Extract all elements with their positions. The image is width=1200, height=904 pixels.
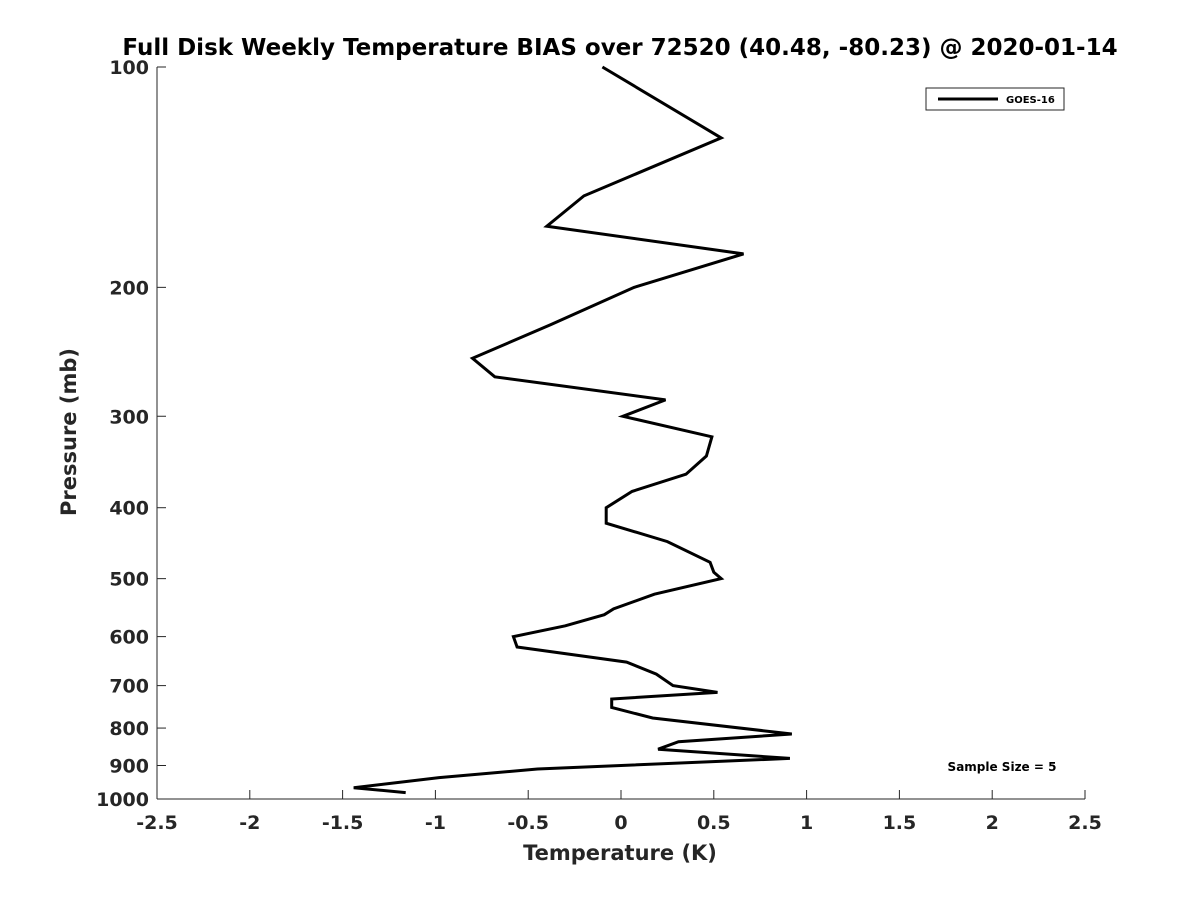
y-tick-label: 200 [109,277,149,299]
x-tick-label: -2 [239,812,260,834]
series-line-goes-16 [353,65,792,795]
legend-label: GOES-16 [1006,95,1055,106]
y-tick-label: 900 [109,756,149,778]
plot-area [156,67,1085,800]
y-tick-label: 300 [109,406,149,428]
y-tick-label: 500 [109,569,149,591]
legend: GOES-16 [925,87,1065,111]
sample-size-annotation: Sample Size = 5 [948,760,1057,774]
y-tick-label: 600 [109,627,149,649]
y-axis-label: Pressure (mb) [57,348,81,516]
x-tick-label: 2 [986,812,999,834]
x-tick-label: 0.5 [697,812,731,834]
x-tick-label: -1 [425,812,446,834]
y-tick-label: 1000 [96,789,149,811]
y-tick-label: 400 [109,498,149,520]
y-tick-label: 700 [109,676,149,698]
y-axis-ticks: 100 200 300 400 500 600 700 800 900 1000 [96,57,166,811]
x-tick-label: -2.5 [136,812,178,834]
x-tick-label: 0 [614,812,627,834]
chart-title: Full Disk Weekly Temperature BIAS over 7… [122,35,1117,61]
x-tick-label: 1.5 [883,812,917,834]
x-axis-ticks: -2.5 -2 -1.5 -1 -0.5 0 0.5 1 1.5 2 2.5 [136,790,1102,834]
y-tick-label: 100 [109,57,149,79]
x-tick-label: 2.5 [1068,812,1102,834]
x-axis-label: Temperature (K) [523,841,717,865]
x-tick-label: -0.5 [507,812,549,834]
x-tick-label: 1 [800,812,813,834]
series-layer [353,65,792,795]
x-tick-label: -1.5 [322,812,364,834]
y-tick-label: 800 [109,718,149,740]
